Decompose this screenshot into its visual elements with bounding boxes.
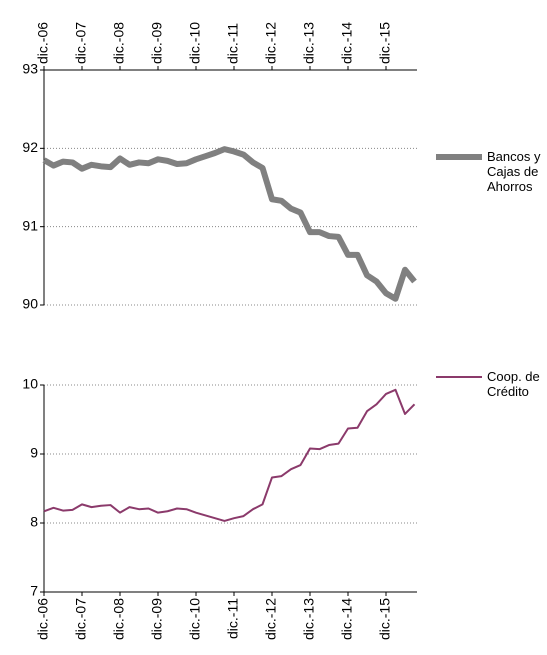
y-tick-label: 7 <box>30 583 38 599</box>
x-tick-label: dic.-15 <box>377 22 393 64</box>
y-tick-label: 9 <box>30 445 38 461</box>
x-tick-label: dic.-09 <box>149 22 165 64</box>
x-tick-label: dic.-11 <box>225 598 241 639</box>
y-tick-label: 10 <box>22 376 38 392</box>
y-tick-label: 91 <box>22 217 38 233</box>
line-series <box>43 388 416 522</box>
x-tick-label: dic.-12 <box>263 22 279 64</box>
x-tick-label: dic.-07 <box>73 598 89 640</box>
y-tick-label: 93 <box>22 61 38 77</box>
x-tick-label: dic.-10 <box>187 598 203 640</box>
y-tick-label: 90 <box>22 296 38 312</box>
x-tick-label: dic.-11 <box>225 23 241 64</box>
x-tick-label: dic.-12 <box>263 598 279 640</box>
x-tick-label: dic.-15 <box>377 598 393 640</box>
x-tick-label: dic.-08 <box>111 598 127 640</box>
x-tick-label: dic.-14 <box>339 598 355 640</box>
x-tick-label: dic.-13 <box>301 598 317 640</box>
x-tick-label: dic.-06 <box>35 598 51 640</box>
legend-label: Coop. de Crédito <box>487 369 540 399</box>
legend-label: Bancos y Cajas de Ahorros <box>487 149 541 194</box>
x-tick-label: dic.-08 <box>111 22 127 64</box>
line-series <box>42 146 417 302</box>
x-tick-label: dic.-13 <box>301 22 317 64</box>
x-tick-label: dic.-06 <box>35 22 51 64</box>
x-tick-label: dic.-10 <box>187 22 203 64</box>
x-tick-label: dic.-07 <box>73 22 89 64</box>
y-tick-label: 8 <box>30 514 38 530</box>
x-tick-label: dic.-09 <box>149 598 165 640</box>
y-tick-label: 92 <box>22 139 38 155</box>
x-tick-label: dic.-14 <box>339 22 355 64</box>
